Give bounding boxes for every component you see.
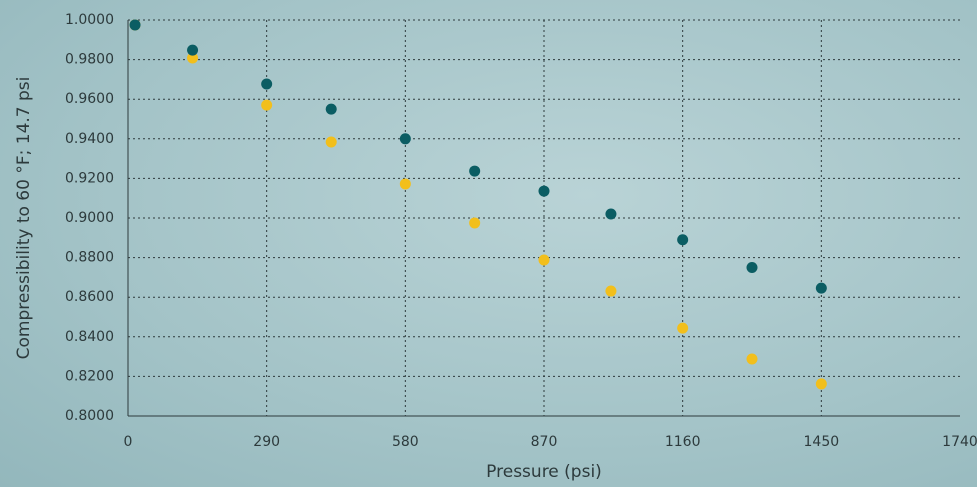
point [605, 285, 617, 297]
y-tick-label: 1.0000 [65, 12, 114, 28]
point [325, 136, 337, 148]
x-tick-label: 1740 [942, 434, 977, 450]
point [469, 165, 481, 177]
point [538, 185, 550, 197]
y-tick-label: 0.9200 [65, 170, 114, 186]
point [261, 78, 273, 90]
point [399, 178, 411, 190]
point [746, 353, 758, 365]
y-tick-label: 0.8000 [65, 408, 114, 424]
y-tick-label: 0.8800 [65, 250, 114, 266]
point [469, 217, 481, 229]
y-tick-label: 0.9800 [65, 52, 114, 68]
point [187, 44, 199, 56]
y-axis-title: Compressibility to 60 °F; 14.7 psi [14, 77, 34, 360]
point [746, 262, 758, 273]
y-tick-label: 0.8600 [65, 289, 114, 305]
x-tick-label: 1160 [665, 434, 701, 450]
point [261, 99, 273, 111]
y-tick-label: 0.9400 [65, 131, 114, 147]
y-tick-label: 0.9000 [65, 210, 114, 226]
x-axis-title: Pressure (psi) [486, 462, 602, 482]
x-tick-label: 580 [392, 434, 419, 450]
point [538, 254, 550, 266]
point [325, 103, 337, 115]
x-tick-label: 290 [253, 434, 280, 450]
x-tick-label: 0 [124, 434, 133, 450]
x-tick-label: 870 [531, 434, 558, 450]
x-tick-label: 1450 [804, 434, 840, 450]
point [399, 133, 411, 145]
y-tick-label: 0.8400 [65, 329, 114, 345]
y-tick-label: 0.8200 [65, 368, 114, 384]
point [187, 52, 199, 64]
y-tick-label: 0.9600 [65, 91, 114, 107]
point [605, 208, 617, 220]
point [129, 19, 141, 31]
point [815, 378, 827, 390]
point [815, 282, 827, 294]
point [677, 234, 689, 246]
point [677, 322, 689, 334]
